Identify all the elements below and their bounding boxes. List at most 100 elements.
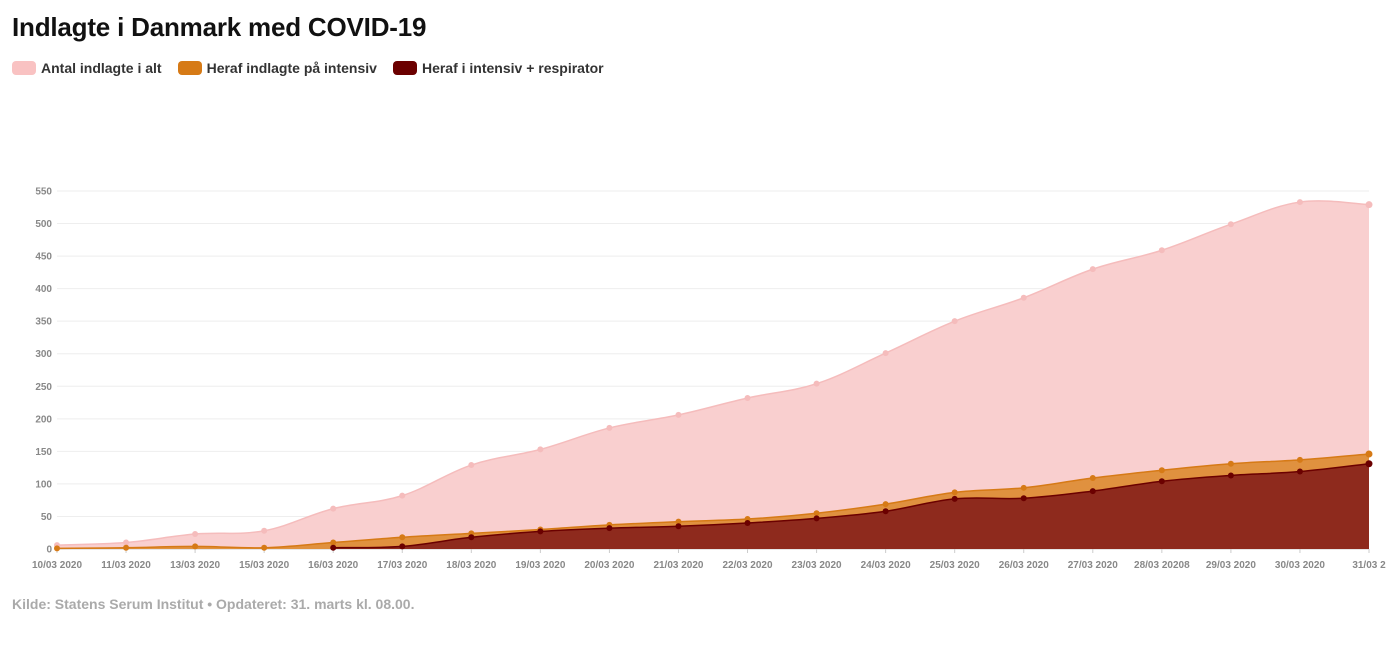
source-note: Kilde: Statens Serum Institut • Opdatere…	[12, 596, 415, 612]
point-ventilator[interactable]	[1227, 472, 1234, 479]
point-ventilator[interactable]	[744, 519, 751, 526]
point-total[interactable]	[192, 531, 199, 538]
x-tick-label: 15/03 2020	[239, 560, 289, 571]
y-tick-label: 500	[35, 219, 52, 230]
point-total[interactable]	[744, 394, 751, 401]
legend: Antal indlagte i alt Heraf indlagte på i…	[12, 60, 620, 76]
point-total[interactable]	[537, 446, 544, 453]
x-tick-label: 26/03 2020	[999, 560, 1049, 571]
legend-swatch-icu	[177, 61, 202, 75]
y-tick-label: 150	[35, 447, 52, 458]
point-total[interactable]	[261, 527, 268, 534]
area-chart: 0 50 100 150 200 250 300 350 400 450 500 550 10/03 2…	[32, 187, 1386, 572]
point-icu[interactable]	[882, 501, 889, 508]
x-tick-label: 29/03 2020	[1206, 560, 1256, 571]
point-icu[interactable]	[1296, 456, 1303, 463]
point-total[interactable]	[123, 539, 130, 546]
legend-swatch-total	[12, 61, 36, 75]
point-icu[interactable]	[399, 534, 406, 541]
point-icu[interactable]	[192, 543, 199, 550]
point-total[interactable]	[1089, 266, 1096, 273]
point-total[interactable]	[1227, 221, 1234, 228]
legend-swatch-ventilator	[392, 61, 417, 75]
point-total[interactable]	[1365, 201, 1373, 209]
x-tick-label: 20/03 2020	[584, 560, 634, 571]
point-total[interactable]	[399, 492, 406, 499]
point-total[interactable]	[882, 350, 889, 357]
x-tick-label: 24/03 2020	[861, 560, 911, 571]
point-ventilator[interactable]	[537, 528, 544, 535]
point-total[interactable]	[675, 411, 682, 418]
x-tick-label: 16/03 2020	[308, 560, 358, 571]
x-tick-label: 28/03 20208	[1134, 560, 1190, 571]
point-icu[interactable]	[1089, 475, 1096, 482]
point-ventilator[interactable]	[1296, 468, 1303, 475]
point-icu[interactable]	[330, 539, 337, 546]
point-total[interactable]	[1020, 294, 1027, 301]
point-ventilator[interactable]	[399, 543, 406, 550]
point-ventilator[interactable]	[951, 495, 958, 502]
point-icu[interactable]	[1158, 467, 1165, 474]
point-ventilator[interactable]	[813, 515, 820, 522]
y-tick-label: 400	[35, 284, 52, 295]
line-icu	[56, 453, 1370, 550]
x-tick-label: 22/03 2020	[722, 560, 772, 571]
y-tick-label: 550	[35, 187, 52, 198]
legend-label-icu: Heraf indlagte på intensiv	[206, 60, 377, 76]
area-ventilator	[333, 463, 1369, 549]
point-icu[interactable]	[675, 518, 682, 525]
y-tick-label: 100	[35, 479, 52, 490]
legend-item-icu[interactable]: Heraf indlagte på intensiv	[177, 60, 377, 76]
point-ventilator[interactable]	[1089, 488, 1096, 495]
point-ventilator[interactable]	[1158, 478, 1165, 485]
x-tick-label: 31/03 2	[1352, 560, 1386, 571]
point-total[interactable]	[813, 380, 820, 387]
point-total[interactable]	[951, 318, 958, 325]
point-icu[interactable]	[1365, 450, 1373, 458]
point-ventilator[interactable]	[330, 544, 337, 551]
y-tick-label: 450	[35, 252, 52, 263]
point-ventilator[interactable]	[882, 508, 889, 515]
x-tick-label: 18/03 2020	[446, 560, 496, 571]
point-total[interactable]	[468, 462, 475, 469]
legend-item-total[interactable]: Antal indlagte i alt	[12, 60, 162, 76]
x-tick-label: 10/03 2020	[32, 560, 82, 571]
x-tick-label: 17/03 2020	[377, 560, 427, 571]
point-total[interactable]	[1296, 199, 1303, 206]
point-ventilator[interactable]	[1020, 495, 1027, 502]
y-tick-label: 0	[46, 545, 52, 556]
y-tick-label: 250	[35, 382, 52, 393]
point-ventilator[interactable]	[606, 525, 613, 532]
point-total[interactable]	[1158, 247, 1165, 254]
chart-title: Indlagte i Danmark med COVID-19	[12, 12, 427, 42]
point-icu[interactable]	[261, 544, 268, 551]
x-tick-label: 13/03 2020	[170, 560, 220, 571]
legend-label-ventilator: Heraf i intensiv + respirator	[421, 60, 604, 76]
point-total[interactable]	[606, 424, 613, 431]
legend-label-total: Antal indlagte i alt	[41, 60, 162, 76]
x-tick-label: 23/03 2020	[792, 560, 842, 571]
point-icu[interactable]	[951, 489, 958, 496]
point-ventilator[interactable]	[1365, 460, 1373, 468]
point-icu[interactable]	[54, 545, 60, 552]
point-icu[interactable]	[813, 510, 820, 517]
x-tick-label: 30/03 2020	[1275, 560, 1325, 571]
legend-item-ventilator[interactable]: Heraf i intensiv + respirator	[392, 60, 604, 76]
y-tick-label: 200	[35, 414, 52, 425]
point-icu[interactable]	[1020, 484, 1027, 491]
y-tick-label: 350	[35, 317, 52, 328]
point-ventilator[interactable]	[675, 523, 682, 530]
point-total[interactable]	[330, 505, 337, 512]
y-tick-label: 300	[35, 349, 52, 360]
point-ventilator[interactable]	[468, 534, 475, 541]
x-tick-label: 25/03 2020	[930, 560, 980, 571]
x-tick-label: 19/03 2020	[515, 560, 565, 571]
point-icu[interactable]	[1227, 460, 1234, 467]
y-tick-label: 50	[41, 512, 53, 523]
x-tick-label: 11/03 2020	[101, 560, 151, 571]
line-total	[56, 200, 1370, 546]
x-tick-label: 21/03 2020	[653, 560, 703, 571]
area-total	[57, 200, 1369, 549]
point-icu[interactable]	[123, 544, 130, 551]
line-ventilator	[333, 462, 1370, 549]
